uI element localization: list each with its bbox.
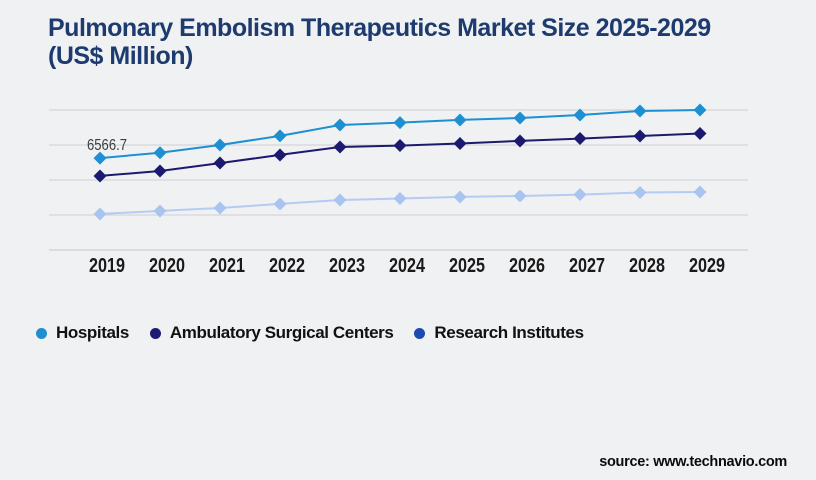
data-point-research-institutes-2024: [393, 191, 407, 205]
chart-title: Pulmonary Embolism Therapeutics Market S…: [48, 14, 711, 70]
legend-item-research-institutes: Research Institutes: [414, 323, 584, 343]
data-point-ambulatory-surgical-centers-2019: [93, 169, 107, 183]
data-point-hospitals-2021: [213, 138, 227, 152]
data-point-research-institutes-2026: [513, 189, 527, 203]
data-point-hospitals-2026: [513, 111, 527, 125]
legend-item-hospitals: Hospitals: [36, 323, 129, 343]
research-institutes-legend-dot-icon: [414, 327, 426, 339]
x-axis-tick-label-2025: 2025: [449, 255, 485, 277]
data-point-hospitals-2025: [453, 113, 467, 127]
data-point-ambulatory-surgical-centers-2029: [693, 127, 707, 141]
legend-item-ambulatory-surgical-centers: Ambulatory Surgical Centers: [149, 323, 394, 343]
data-point-ambulatory-surgical-centers-2021: [213, 156, 227, 170]
data-point-ambulatory-surgical-centers-2024: [393, 139, 407, 153]
market-size-line-chart: 6566.7 2019 2020 2021 2022 2023 2024 2025 2026 20…: [49, 103, 748, 277]
data-point-research-institutes-2028: [633, 185, 647, 199]
data-point-hospitals-2029: [693, 103, 707, 117]
hospitals-legend-dot-icon: [36, 327, 47, 339]
legend-label-ambulatory-surgical-centers: Ambulatory Surgical Centers: [169, 323, 394, 342]
data-point-hospitals-2020: [153, 146, 167, 160]
data-point-research-institutes-2029: [693, 185, 707, 199]
x-axis-tick-label-2029: 2029: [689, 255, 725, 277]
x-axis-tick-label-2028: 2028: [629, 255, 665, 277]
data-point-ambulatory-surgical-centers-2028: [633, 129, 647, 143]
x-axis-tick-label-2027: 2027: [569, 255, 605, 277]
data-point-ambulatory-surgical-centers-2020: [153, 164, 167, 178]
data-point-ambulatory-surgical-centers-2025: [453, 136, 467, 150]
x-axis-tick-label-2020: 2020: [149, 255, 185, 277]
data-point-hospitals-2019: [93, 151, 107, 165]
data-point-hospitals-2024: [393, 116, 407, 130]
data-point-research-institutes-2021: [213, 201, 227, 215]
legend-label-hospitals: Hospitals: [56, 323, 129, 342]
data-point-research-institutes-2020: [153, 204, 167, 218]
x-axis-tick-label-2019: 2019: [89, 255, 125, 277]
x-axis-tick-label-2023: 2023: [329, 255, 365, 277]
data-point-research-institutes-2023: [333, 193, 347, 207]
data-point-hospitals-2023: [333, 118, 347, 132]
data-point-research-institutes-2025: [453, 190, 467, 204]
x-axis-tick-label-2026: 2026: [509, 255, 545, 277]
data-point-ambulatory-surgical-centers-2023: [333, 140, 347, 154]
data-point-ambulatory-surgical-centers-2022: [273, 148, 287, 162]
legend-label-research-institutes: Research Institutes: [434, 323, 584, 342]
data-label-annotation: 6566.7: [87, 137, 127, 154]
ambulatory-surgical-centers-legend-dot-icon: [149, 327, 161, 339]
x-axis-tick-label-2022: 2022: [269, 255, 305, 277]
data-point-ambulatory-surgical-centers-2026: [513, 134, 527, 148]
data-point-hospitals-2027: [573, 108, 587, 122]
data-point-ambulatory-surgical-centers-2027: [573, 132, 587, 146]
x-axis-tick-label-2021: 2021: [209, 255, 245, 277]
data-point-research-institutes-2027: [573, 188, 587, 202]
chart-legend: Hospitals Ambulatory Surgical Centers Re…: [36, 323, 584, 343]
data-point-hospitals-2028: [633, 104, 647, 118]
data-point-research-institutes-2022: [273, 197, 287, 211]
source-attribution: source: www.technavio.com: [599, 454, 787, 470]
x-axis-tick-label-2024: 2024: [389, 255, 426, 277]
data-point-hospitals-2022: [273, 129, 287, 143]
data-point-research-institutes-2019: [93, 207, 107, 221]
